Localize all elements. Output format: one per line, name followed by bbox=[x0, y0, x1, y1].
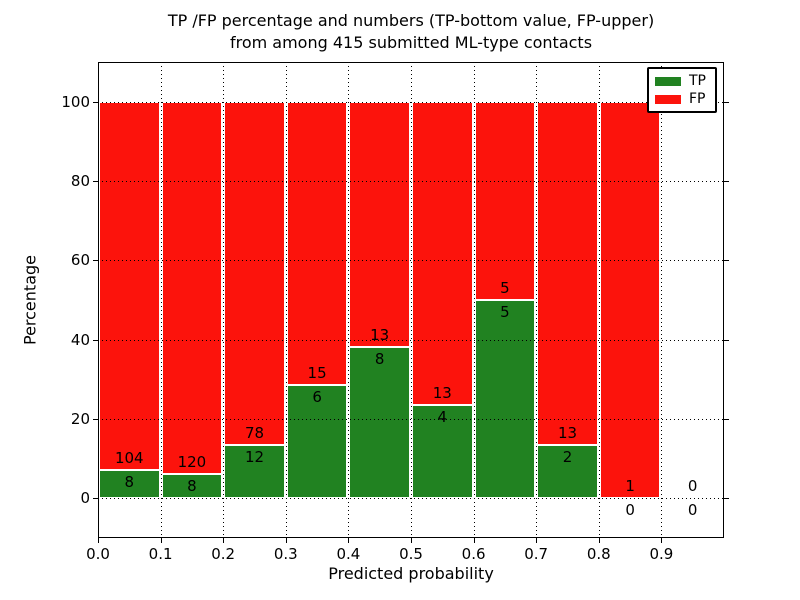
y-tick-mark bbox=[93, 339, 98, 341]
x-tick-label: 0.7 bbox=[524, 545, 549, 563]
bar-count-label-tp: 8 bbox=[374, 350, 385, 369]
x-tick-label: 0.1 bbox=[148, 545, 173, 563]
gridline-vertical bbox=[285, 62, 287, 538]
bar-fp bbox=[286, 101, 348, 385]
y-tick-mark-right bbox=[724, 101, 729, 103]
gridline-vertical bbox=[473, 62, 475, 538]
bar-tp bbox=[224, 445, 285, 499]
y-tick-mark-right bbox=[724, 498, 729, 500]
y-tick-label: 40 bbox=[70, 330, 90, 349]
tp-swatch-icon bbox=[655, 76, 681, 86]
bar-fp bbox=[161, 101, 223, 474]
bar-fp bbox=[537, 101, 598, 446]
legend-item-fp: FP bbox=[655, 91, 709, 107]
y-tick-mark bbox=[93, 498, 98, 500]
bar-count-label-fp: 0 bbox=[687, 477, 698, 496]
bar-count-label-tp: 8 bbox=[124, 473, 135, 491]
bar-count-label-tp: 5 bbox=[500, 303, 510, 321]
gridline-vertical bbox=[661, 62, 663, 538]
bar-count-label-fp: 13 bbox=[432, 384, 452, 402]
y-tick-label: 80 bbox=[70, 172, 90, 190]
y-tick-label: 0 bbox=[80, 489, 90, 508]
x-tick-mark bbox=[348, 538, 350, 543]
legend-label-tp: TP bbox=[689, 73, 706, 89]
bar-count-label-fp: 5 bbox=[500, 279, 510, 297]
y-tick-mark bbox=[93, 101, 98, 103]
bar-fp bbox=[599, 101, 661, 499]
legend-label-fp: FP bbox=[689, 91, 706, 107]
y-tick-mark bbox=[93, 260, 98, 262]
x-tick-label: 0.9 bbox=[649, 545, 674, 563]
fp-swatch-icon bbox=[655, 94, 681, 104]
bar-count-label-fp: 78 bbox=[244, 424, 265, 443]
gridline-vertical bbox=[411, 62, 412, 538]
bar-count-label-fp: 15 bbox=[307, 364, 327, 382]
bar-tp bbox=[99, 470, 160, 499]
x-tick-label: 0.8 bbox=[586, 545, 611, 563]
y-tick-mark-right bbox=[724, 181, 729, 182]
bar-count-label-fp: 120 bbox=[177, 452, 207, 471]
x-tick-mark bbox=[411, 538, 412, 543]
y-tick-mark bbox=[93, 419, 98, 420]
bar-fp bbox=[349, 101, 410, 348]
x-tick-label: 0.3 bbox=[273, 545, 298, 563]
x-tick-label: 0.4 bbox=[336, 545, 361, 563]
legend: TP FP bbox=[647, 67, 717, 113]
bar-count-label-fp: 1 bbox=[625, 477, 635, 496]
chart-title-line2: from among 415 submitted ML-type contact… bbox=[229, 33, 593, 52]
y-tick-label: 20 bbox=[70, 410, 90, 428]
bar-fp bbox=[224, 101, 285, 446]
bar-count-label-tp: 0 bbox=[625, 501, 635, 520]
bar-count-label-fp: 13 bbox=[370, 326, 390, 345]
x-tick-mark bbox=[473, 538, 475, 543]
y-tick-mark-right bbox=[724, 339, 729, 341]
bar-tp bbox=[537, 445, 598, 499]
y-tick-mark bbox=[93, 181, 98, 182]
bar-count-label-fp: 13 bbox=[557, 424, 578, 443]
gridline-vertical bbox=[536, 62, 538, 538]
bar-count-label-tp: 6 bbox=[312, 388, 322, 406]
x-tick-label: 0.0 bbox=[86, 545, 110, 563]
bar-count-label-tp: 4 bbox=[437, 408, 448, 426]
bar-count-label-tp: 8 bbox=[187, 476, 197, 495]
gridline-vertical bbox=[223, 62, 225, 538]
bar-fp bbox=[474, 101, 536, 300]
x-tick-mark bbox=[160, 538, 162, 543]
y-axis-label: Percentage bbox=[20, 254, 40, 346]
x-tick-mark bbox=[598, 538, 600, 543]
bar-fp bbox=[412, 101, 473, 405]
bar-tp bbox=[474, 300, 536, 499]
x-tick-label: 0.2 bbox=[211, 545, 236, 563]
y-tick-label: 100 bbox=[61, 92, 90, 111]
gridline-vertical bbox=[160, 62, 162, 538]
legend-item-tp: TP bbox=[655, 73, 709, 89]
bar-tp bbox=[349, 347, 410, 499]
x-tick-mark bbox=[98, 538, 99, 543]
x-tick-mark bbox=[536, 538, 538, 543]
chart-title-line1: TP /FP percentage and numbers (TP-bottom… bbox=[167, 11, 655, 30]
x-tick-label: 0.6 bbox=[461, 545, 486, 563]
bar-count-label-fp: 104 bbox=[114, 449, 144, 467]
bar-count-label-tp: 0 bbox=[687, 501, 698, 520]
y-tick-label: 60 bbox=[70, 251, 90, 270]
x-tick-label: 0.5 bbox=[399, 545, 423, 563]
bar-tp bbox=[286, 385, 348, 499]
y-tick-mark-right bbox=[724, 260, 729, 262]
bar-tp bbox=[161, 473, 223, 499]
x-tick-mark bbox=[223, 538, 225, 543]
bar-count-label-tp: 2 bbox=[562, 448, 573, 467]
bar-count-label-tp: 12 bbox=[244, 448, 265, 467]
y-tick-mark-right bbox=[724, 419, 729, 420]
chart-title: TP /FP percentage and numbers (TP-bottom… bbox=[98, 10, 724, 54]
gridline-vertical bbox=[598, 62, 600, 538]
x-tick-mark bbox=[661, 538, 663, 543]
bar-tp bbox=[412, 405, 473, 499]
x-tick-mark bbox=[285, 538, 287, 543]
bar-fp bbox=[99, 101, 160, 470]
x-axis-label: Predicted probability bbox=[328, 564, 494, 583]
gridline-vertical bbox=[348, 62, 350, 538]
